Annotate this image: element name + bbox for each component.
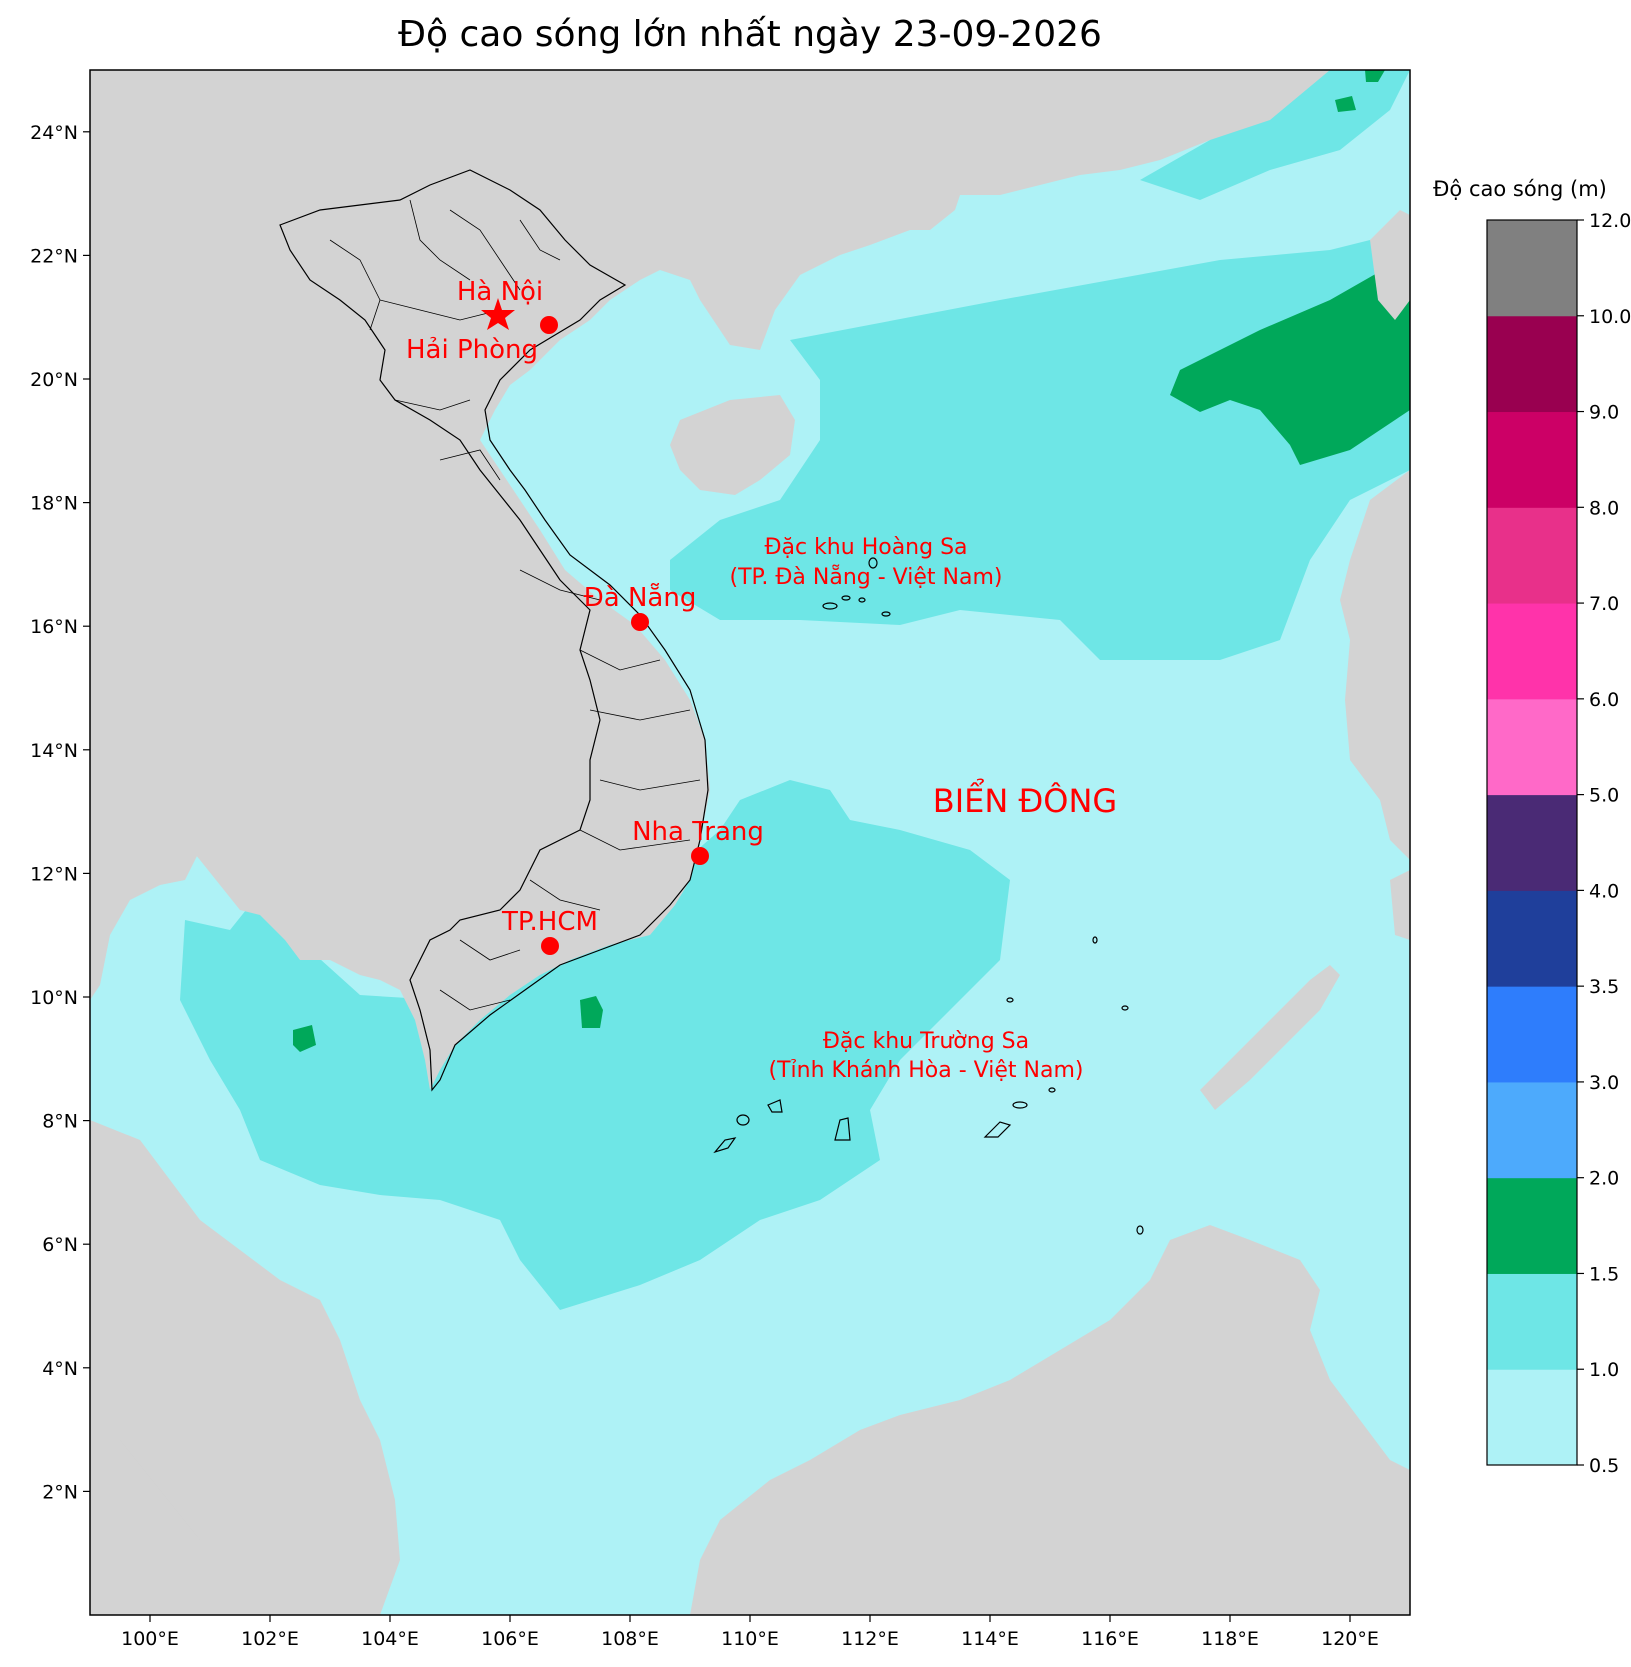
x-tick-label: 104°E xyxy=(361,1628,419,1650)
wave-zone-high-small-4 xyxy=(293,1025,316,1052)
land-sumatra xyxy=(90,1400,250,1615)
colorbar-segment xyxy=(1487,603,1577,700)
wave-zone-east-high xyxy=(1170,250,1410,465)
x-tick-label: 102°E xyxy=(241,1628,299,1650)
y-tick-label: 8°N xyxy=(42,1111,78,1133)
y-tick-label: 6°N xyxy=(42,1234,78,1256)
colorbar-segment xyxy=(1487,794,1577,891)
y-tick-label: 14°N xyxy=(30,740,78,762)
wave-zone-high-small-1 xyxy=(1335,96,1356,112)
x-tick-label: 106°E xyxy=(481,1628,539,1650)
tphcm-marker xyxy=(541,937,559,955)
land-taiwan xyxy=(1370,210,1410,320)
colorbar-tick-label: 2.0 xyxy=(1589,1168,1619,1190)
colorbar-segment xyxy=(1487,890,1577,987)
land-luzon xyxy=(1340,470,1410,860)
x-tick-label: 118°E xyxy=(1201,1628,1259,1650)
colorbar-segment xyxy=(1487,1369,1577,1466)
y-tick-label: 12°N xyxy=(30,863,78,885)
y-tick-label: 20°N xyxy=(30,369,78,391)
colorbar-segment xyxy=(1487,1081,1577,1179)
colorbar-tick-label: 9.0 xyxy=(1589,402,1619,424)
vietnam-outline xyxy=(279,169,709,1092)
map-title: Độ cao sóng lớn nhất ngày 23-09-2026 xyxy=(398,14,1102,55)
y-tick-label: 16°N xyxy=(30,616,78,638)
land-mindoro xyxy=(1390,870,1410,940)
land-borneo xyxy=(690,1225,1410,1615)
colorbar-segment xyxy=(1487,507,1577,604)
hai-phong-label: Hải Phòng xyxy=(406,335,538,365)
colorbar-tick-label: 1.5 xyxy=(1589,1263,1619,1285)
truong-sa-islands xyxy=(713,936,1144,1235)
da-nang-marker xyxy=(631,613,649,631)
y-tick-label: 10°N xyxy=(30,987,78,1009)
colorbar-segment xyxy=(1487,315,1577,413)
hoang-sa-label-line2: (TP. Đà Nẵng - Việt Nam) xyxy=(730,564,1003,590)
colorbar: 0.5 1.0 1.5 2.0 3.0 3.5 4.0 5.0 6.0 7.0 8.0 9.0 10.0… xyxy=(1486,210,1631,1477)
da-nang-label: Đà Nẵng xyxy=(584,582,697,613)
truong-sa-label-line2: (Tỉnh Khánh Hòa - Việt Nam) xyxy=(769,1058,1084,1083)
colorbar-tick-label: 4.0 xyxy=(1589,880,1619,902)
colorbar-tick-label: 3.5 xyxy=(1589,976,1619,998)
wave-zone-south xyxy=(180,780,1010,1310)
x-tick-label: 110°E xyxy=(721,1628,779,1650)
colorbar-tick-label: 7.0 xyxy=(1589,593,1619,615)
colorbar-tick-label: 8.0 xyxy=(1589,497,1619,519)
colorbar-segment xyxy=(1487,220,1577,317)
nha-trang-marker xyxy=(691,847,709,865)
colorbar-title: Độ cao sóng (m) xyxy=(1433,177,1607,201)
y-tick-label: 18°N xyxy=(30,493,78,515)
tphcm-label: TP.HCM xyxy=(501,907,598,937)
y-axis: 2°N 4°N 6°N 8°N 10°N 12°N 14°N 16°N 18°N 20°N 22°N… xyxy=(30,122,90,1503)
province-borders xyxy=(329,199,701,1011)
land-palawan xyxy=(1200,965,1340,1110)
hoang-sa-islands xyxy=(822,557,891,617)
nha-trang-label: Nha Trang xyxy=(632,817,764,847)
y-tick-label: 2°N xyxy=(42,1481,78,1503)
colorbar-segment xyxy=(1487,698,1577,796)
colorbar-frame xyxy=(1486,219,1578,1466)
x-tick-label: 100°E xyxy=(121,1628,179,1650)
x-tick-label: 108°E xyxy=(601,1628,659,1650)
colorbar-tick-label: 3.0 xyxy=(1589,1072,1619,1094)
truong-sa-label-line1: Đặc khu Trường Sa xyxy=(823,1029,1029,1054)
colorbar-tick-label: 12.0 xyxy=(1589,210,1631,232)
colorbar-segment xyxy=(1487,1273,1577,1370)
x-tick-label: 120°E xyxy=(1321,1628,1379,1650)
colorbar-tick-label: 5.0 xyxy=(1589,785,1619,807)
x-tick-label: 116°E xyxy=(1081,1628,1139,1650)
land-hainan xyxy=(670,395,795,495)
colorbar-tick-label: 1.0 xyxy=(1589,1359,1619,1381)
colorbar-segment xyxy=(1487,1177,1577,1274)
wave-zone-high-small-3 xyxy=(580,996,603,1028)
sea-name-label: BIỂN ĐÔNG xyxy=(933,778,1117,820)
ha-noi-label: Hà Nội xyxy=(457,277,543,307)
land-mainland xyxy=(90,70,1330,1090)
colorbar-tick-label: 6.0 xyxy=(1589,689,1619,711)
hoang-sa-label-line1: Đặc khu Hoàng Sa xyxy=(764,535,967,560)
land-malay-peninsula xyxy=(90,1120,400,1615)
hai-phong-marker xyxy=(540,316,558,334)
colorbar-segment xyxy=(1487,411,1577,508)
wave-zone-high-small-2 xyxy=(1365,70,1385,82)
x-tick-label: 114°E xyxy=(961,1628,1019,1650)
map-panel: Hà Nội Hải Phòng Đà Nẵng Nha Trang TP.HC… xyxy=(90,70,1410,1615)
ha-noi-marker xyxy=(481,298,515,330)
colorbar-tick-label: 0.5 xyxy=(1589,1455,1619,1477)
y-tick-label: 22°N xyxy=(30,245,78,267)
y-tick-label: 24°N xyxy=(30,122,78,144)
wave-zone-north xyxy=(670,230,1410,660)
colorbar-segment xyxy=(1487,986,1577,1083)
colorbar-tick-label: 10.0 xyxy=(1589,306,1631,328)
x-axis: 100°E 102°E 104°E 106°E 108°E 110°E 112°E 114°E… xyxy=(121,1615,1379,1650)
x-tick-label: 112°E xyxy=(841,1628,899,1650)
y-tick-label: 4°N xyxy=(42,1358,78,1380)
